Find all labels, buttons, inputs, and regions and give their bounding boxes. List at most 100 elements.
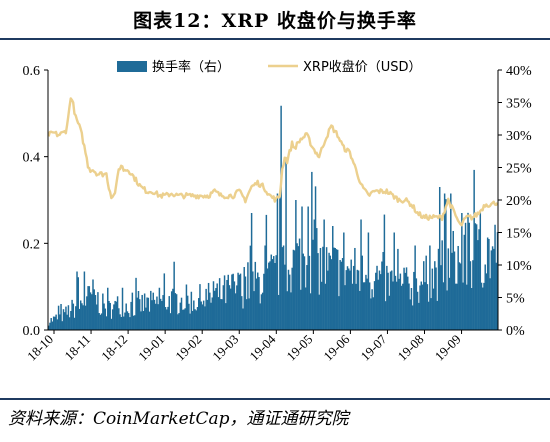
turnover-bar: [389, 271, 392, 330]
turnover-bar: [298, 238, 301, 330]
turnover-bar: [222, 285, 225, 330]
turnover-bar: [125, 303, 127, 330]
right-tick-label: 30%: [506, 129, 532, 144]
turnover-bar: [333, 247, 335, 330]
turnover-bar: [313, 219, 316, 330]
turnover-bar: [225, 303, 227, 330]
turnover-bar: [103, 303, 105, 330]
turnover-bar: [349, 270, 351, 330]
turnover-bar: [448, 277, 451, 330]
turnover-bar: [169, 313, 172, 330]
turnover-bar: [370, 298, 372, 330]
turnover-bar: [265, 214, 268, 330]
x-tick-label: 19-09: [432, 332, 464, 364]
turnover-bar: [493, 248, 495, 330]
turnover-bar: [447, 248, 450, 330]
turnover-bar: [172, 288, 174, 330]
turnover-bar: [306, 265, 308, 330]
turnover-bar: [263, 273, 265, 330]
x-tick-label: 18-12: [98, 332, 130, 364]
turnover-bar: [270, 254, 273, 330]
turnover-bar: [297, 246, 300, 330]
turnover-bar: [212, 281, 215, 330]
turnover-bar: [254, 261, 257, 330]
turnover-bar: [392, 281, 394, 330]
turnover-bar: [292, 249, 295, 330]
turnover-bar: [252, 271, 254, 330]
turnover-bar: [238, 274, 241, 330]
turnover-bar: [205, 288, 207, 330]
turnover-bar: [130, 301, 132, 330]
turnover-bar: [199, 284, 201, 330]
turnover-bar: [403, 267, 405, 330]
turnover-bar: [186, 295, 189, 330]
turnover-bar: [404, 272, 407, 330]
turnover-bar: [140, 311, 142, 330]
turnover-bar: [137, 291, 140, 330]
turnover-bar: [350, 259, 352, 330]
left-tick-label: 0.2: [23, 237, 41, 252]
price-line: [47, 97, 499, 227]
turnover-bar: [68, 317, 71, 330]
price-line-layer: [47, 97, 499, 227]
turnover-bar: [495, 262, 498, 330]
turnover-bar: [273, 256, 275, 330]
turnover-bar: [329, 255, 332, 330]
turnover-bar: [381, 261, 383, 330]
turnover-bar: [210, 302, 212, 330]
turnover-bar: [467, 212, 469, 330]
turnover-bar: [491, 246, 494, 330]
turnover-bar: [354, 247, 356, 330]
title-rule: [0, 38, 550, 40]
turnover-bar: [345, 270, 348, 330]
x-tick-label: 19-03: [209, 332, 241, 364]
turnover-bar: [352, 265, 355, 330]
turnover-bar: [102, 293, 104, 330]
turnover-bar: [163, 273, 166, 330]
turnover-bar: [177, 314, 179, 330]
right-tick-label: 20%: [506, 194, 532, 209]
turnover-bar: [303, 256, 306, 330]
source-note: 资料来源：CoinMarketCap，通证通研究院: [8, 404, 349, 429]
turnover-bar: [50, 318, 52, 330]
turnover-bar: [291, 267, 293, 330]
turnover-bar: [52, 316, 55, 330]
turnover-bar: [459, 263, 462, 330]
turnover-bar: [145, 307, 147, 330]
turnover-bar: [65, 306, 67, 330]
turnover-bars: [48, 105, 499, 330]
turnover-bar: [147, 297, 150, 330]
turnover-bar: [443, 193, 446, 330]
turnover-bar: [377, 279, 379, 330]
turnover-bar: [482, 287, 484, 330]
turnover-bar: [473, 169, 475, 330]
turnover-bar: [458, 262, 461, 330]
turnover-bar: [135, 277, 137, 330]
left-tick-label: 0.0: [23, 324, 41, 339]
turnover-bar: [397, 248, 399, 330]
turnover-bar: [204, 306, 206, 330]
turnover-bar: [371, 289, 373, 330]
turnover-bar: [261, 292, 264, 330]
turnover-bar: [434, 261, 436, 330]
turnover-bar: [170, 291, 173, 330]
turnover-bar: [302, 253, 304, 330]
turnover-bar: [229, 288, 232, 330]
turnover-bar: [332, 226, 334, 330]
turnover-bar: [284, 264, 286, 330]
turnover-bar: [494, 224, 496, 330]
turnover-bar: [478, 229, 480, 330]
turnover-bar: [445, 199, 447, 330]
turnover-bar: [234, 293, 237, 330]
turnover-bar: [356, 269, 359, 330]
turnover-bar: [253, 291, 255, 330]
turnover-bar: [489, 278, 491, 330]
turnover-bar: [209, 292, 211, 330]
turnover-bar: [91, 294, 93, 330]
turnover-bar: [480, 282, 483, 330]
turnover-bar: [335, 249, 338, 330]
x-tick-label: 18-11: [61, 332, 93, 364]
turnover-bar: [304, 287, 307, 330]
turnover-bar: [472, 260, 474, 330]
turnover-bar: [150, 290, 152, 330]
